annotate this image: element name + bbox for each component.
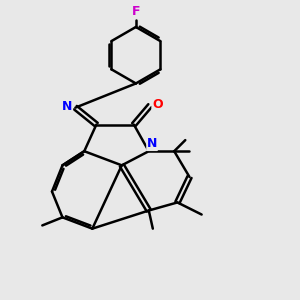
Text: O: O	[152, 98, 163, 111]
Text: N: N	[62, 100, 73, 113]
Text: N: N	[147, 137, 157, 150]
Text: F: F	[132, 5, 140, 18]
